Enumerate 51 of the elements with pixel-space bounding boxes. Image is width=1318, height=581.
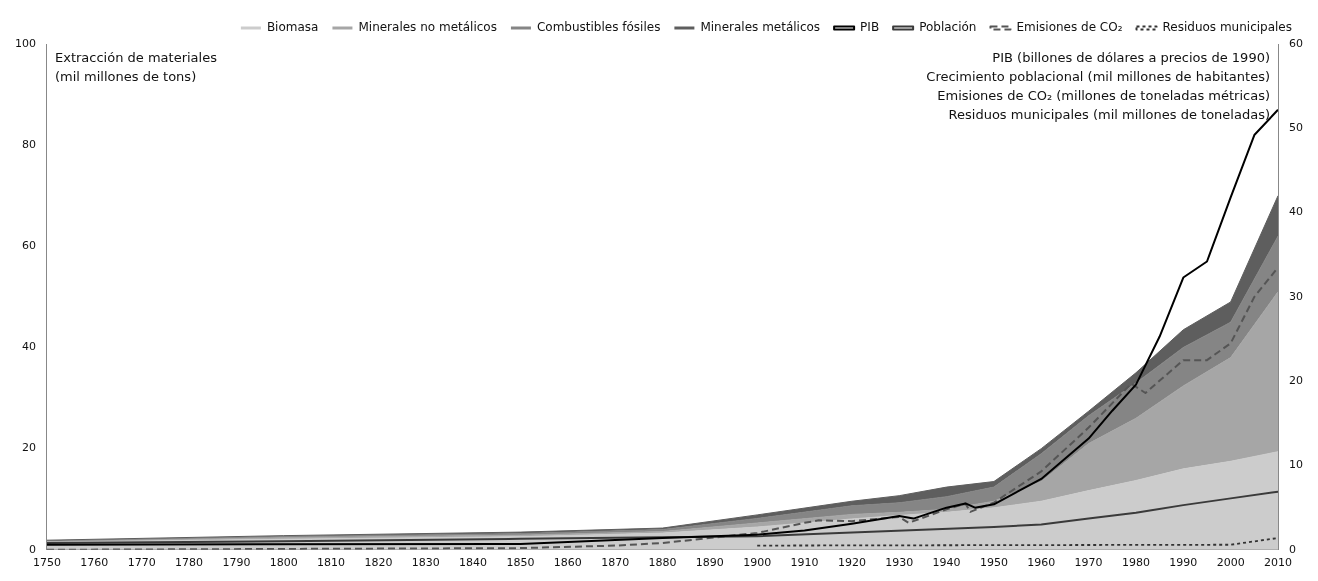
line-series <box>756 537 1278 547</box>
y-tick-label: 20 <box>22 441 36 455</box>
y-axis-title: Extracción de materiales (mil millones de tons) <box>55 49 218 84</box>
x-tick-label: 1840 <box>459 556 488 570</box>
y-tick-label: 60 <box>22 239 36 253</box>
legend-label: Combustibles fósiles <box>536 20 661 35</box>
y-tick-label: 0 <box>29 542 36 556</box>
x-tick-label: 1870 <box>601 556 630 570</box>
x-tick-label: 2010 <box>1264 556 1292 570</box>
legend-label: Minerales metálicos <box>700 20 821 35</box>
x-tick-label: 1970 <box>1074 556 1103 570</box>
x-tick-label: 1930 <box>885 556 914 570</box>
x-tick-label: 1940 <box>932 556 961 570</box>
x-tick-label: 1990 <box>1169 556 1198 570</box>
x-tick-label: 1900 <box>743 556 772 570</box>
x-tick-label: 1750 <box>33 556 61 570</box>
x-tick-label: 1920 <box>837 556 866 570</box>
x-tick-label: 1830 <box>411 556 440 570</box>
x-tick-label: 1810 <box>317 556 346 570</box>
legend-label: Residuos municipales <box>1162 20 1293 35</box>
x-tick-label: 1910 <box>790 556 819 570</box>
y2-tick-label: 10 <box>1289 458 1303 472</box>
y2-tick-label: 30 <box>1289 289 1303 303</box>
y2-tick-label: 40 <box>1289 205 1303 219</box>
y-tick-label: 100 <box>15 36 36 50</box>
y2-tick-label: 50 <box>1289 121 1303 135</box>
y2-tick-label: 20 <box>1289 374 1303 388</box>
x-tick-label: 1800 <box>269 556 298 570</box>
x-tick-label: 1850 <box>506 556 535 570</box>
y2-axis-title: PIB (billones de dólares a precios de 1990) Crecimiento poblacional (mil millones de habitantes) Emisiones de CO₂ (millones de toneladas métricas) Residuos municipales (mil millones de toneladas) <box>926 49 1270 122</box>
legend-label: Población <box>919 20 977 35</box>
x-tick-label: 1860 <box>553 556 582 570</box>
y-tick-label: 40 <box>22 340 36 354</box>
legend-label: Biomasa <box>266 20 319 35</box>
legend-label: Emisiones de CO₂ <box>1016 20 1123 35</box>
legend-label: Minerales no metálicos <box>358 20 497 35</box>
legend-label: PIB <box>860 20 880 35</box>
x-tick-label: 1820 <box>364 556 393 570</box>
x-tick-label: 1980 <box>1121 556 1150 570</box>
x-tick-label: 1890 <box>695 556 724 570</box>
x-tick-label: 1780 <box>175 556 204 570</box>
x-tick-label: 1960 <box>1027 556 1056 570</box>
y-tick-label: 80 <box>22 138 36 152</box>
x-tick-label: 2000 <box>1216 556 1245 570</box>
x-tick-label: 1770 <box>127 556 156 570</box>
x-tick-label: 1760 <box>80 556 109 570</box>
y2-tick-label: 60 <box>1289 36 1303 50</box>
x-tick-label: 1790 <box>222 556 251 570</box>
x-tick-label: 1880 <box>648 556 677 570</box>
x-tick-label: 1950 <box>979 556 1008 570</box>
y2-tick-label: 0 <box>1289 542 1296 556</box>
